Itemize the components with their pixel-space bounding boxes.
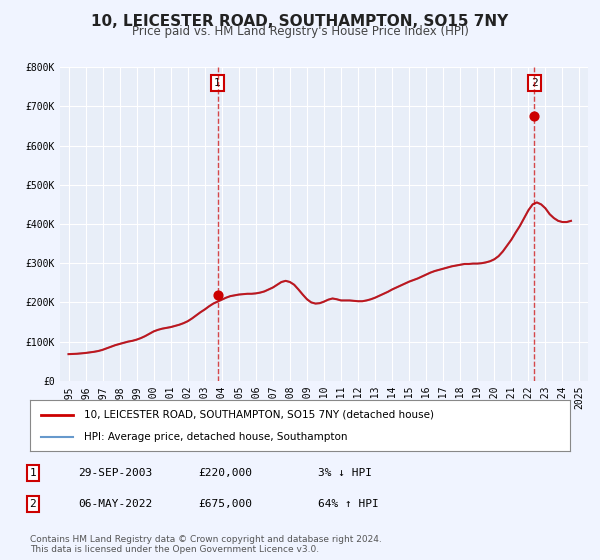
Point xyxy=(530,111,539,120)
Text: 10, LEICESTER ROAD, SOUTHAMPTON, SO15 7NY (detached house): 10, LEICESTER ROAD, SOUTHAMPTON, SO15 7N… xyxy=(84,409,434,419)
Text: 2: 2 xyxy=(29,499,37,509)
Text: This data is licensed under the Open Government Licence v3.0.: This data is licensed under the Open Gov… xyxy=(30,545,319,554)
Point xyxy=(213,290,223,299)
Text: 2: 2 xyxy=(531,78,538,88)
Text: HPI: Average price, detached house, Southampton: HPI: Average price, detached house, Sout… xyxy=(84,432,347,442)
Text: £220,000: £220,000 xyxy=(198,468,252,478)
Text: 10, LEICESTER ROAD, SOUTHAMPTON, SO15 7NY: 10, LEICESTER ROAD, SOUTHAMPTON, SO15 7N… xyxy=(91,14,509,29)
Text: 3% ↓ HPI: 3% ↓ HPI xyxy=(318,468,372,478)
Text: £675,000: £675,000 xyxy=(198,499,252,509)
Text: Price paid vs. HM Land Registry's House Price Index (HPI): Price paid vs. HM Land Registry's House … xyxy=(131,25,469,38)
Text: 29-SEP-2003: 29-SEP-2003 xyxy=(78,468,152,478)
Text: 64% ↑ HPI: 64% ↑ HPI xyxy=(318,499,379,509)
Text: 1: 1 xyxy=(214,78,221,88)
Text: 1: 1 xyxy=(29,468,37,478)
Text: Contains HM Land Registry data © Crown copyright and database right 2024.: Contains HM Land Registry data © Crown c… xyxy=(30,535,382,544)
Text: 06-MAY-2022: 06-MAY-2022 xyxy=(78,499,152,509)
